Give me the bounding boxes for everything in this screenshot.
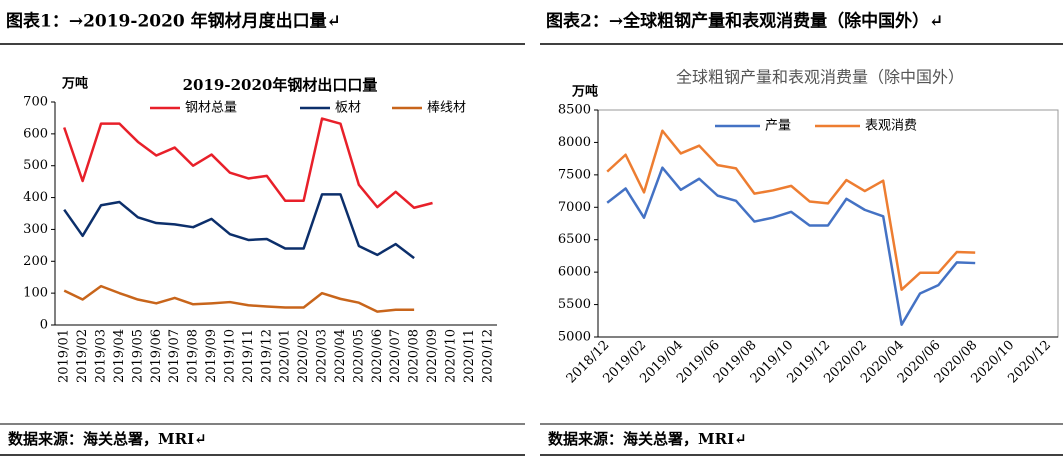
y-tick-label: 6000 bbox=[558, 265, 591, 280]
x-tick-label: 2020/02 bbox=[296, 329, 311, 383]
plot-area bbox=[55, 102, 497, 325]
y-tick-label: 5000 bbox=[558, 330, 591, 345]
y-tick-label: 500 bbox=[23, 158, 48, 173]
chart-title: 全球粗钢产量和表观消费量（除中国外） bbox=[676, 68, 964, 87]
y-tick-label: 6500 bbox=[558, 232, 591, 247]
x-tick-label: 2019/08 bbox=[186, 329, 201, 383]
x-tick-label: 2019/05 bbox=[130, 329, 145, 383]
y-tick-label: 700 bbox=[23, 95, 48, 110]
caption: 图表2：→全球粗钢产量和表观消费量（除中国外）↵ bbox=[546, 11, 943, 32]
legend-label: 板材 bbox=[335, 101, 361, 116]
source: 数据来源：海关总署，MRI↵ bbox=[548, 430, 747, 448]
x-tick-label: 2019/02 bbox=[75, 329, 90, 383]
x-tick-label: 2019/06 bbox=[149, 329, 164, 383]
x-tick-label: 2019/04 bbox=[112, 329, 127, 383]
x-tick-label: 2019/12 bbox=[259, 329, 274, 383]
caption: 图表1：→2019-2020 年钢材月度出口量↵ bbox=[6, 11, 341, 32]
legend-label: 钢材总量 bbox=[185, 101, 237, 116]
y-axis-label: 万吨 bbox=[571, 84, 598, 100]
x-tick-label: 2020/10 bbox=[443, 329, 458, 383]
y-tick-label: 7500 bbox=[558, 167, 591, 182]
y-axis-label: 万吨 bbox=[61, 76, 88, 92]
y-tick-label: 300 bbox=[23, 222, 48, 237]
y-tick-label: 5500 bbox=[558, 297, 591, 312]
x-tick-label: 2020/08 bbox=[407, 329, 422, 383]
x-tick-label: 2020/07 bbox=[388, 329, 403, 383]
line-series bbox=[606, 129, 976, 291]
x-tick-label: 2020/04 bbox=[333, 329, 348, 383]
x-tick-label: 2020/05 bbox=[351, 329, 366, 383]
y-tick-label: 200 bbox=[23, 254, 48, 269]
y-tick-label: 400 bbox=[23, 190, 48, 205]
x-tick-label: 2020/11 bbox=[462, 329, 477, 383]
x-tick-label: 2020/06 bbox=[370, 329, 385, 383]
x-tick-label: 2019/09 bbox=[204, 329, 219, 383]
source: 数据来源：海关总署，MRI↵ bbox=[8, 430, 207, 448]
y-tick-label: 7000 bbox=[558, 200, 591, 215]
line-series bbox=[63, 193, 415, 260]
x-tick-label: 2019/07 bbox=[167, 329, 182, 383]
y-tick-label: 100 bbox=[23, 286, 48, 301]
y-tick-label: 8500 bbox=[558, 103, 591, 118]
line-series bbox=[63, 284, 415, 313]
x-tick-label: 2019/11 bbox=[241, 329, 256, 383]
y-tick-label: 0 bbox=[40, 318, 48, 333]
chart-title: 2019-2020年钢材出口口量 bbox=[183, 76, 378, 94]
line-series bbox=[606, 166, 976, 326]
x-tick-label: 2020/12 bbox=[480, 329, 495, 383]
x-tick-label: 2020/01 bbox=[278, 329, 293, 383]
legend-label: 棒线材 bbox=[427, 101, 466, 116]
x-tick-label: 2020/03 bbox=[315, 329, 330, 383]
legend-label: 产量 bbox=[765, 119, 791, 134]
y-tick-label: 600 bbox=[23, 126, 48, 141]
x-tick-label: 2019/01 bbox=[57, 329, 72, 383]
x-tick-label: 2019/10 bbox=[222, 329, 237, 383]
x-tick-label: 2019/03 bbox=[94, 329, 109, 383]
y-tick-label: 8000 bbox=[558, 135, 591, 150]
line-series bbox=[63, 117, 433, 210]
legend-label: 表观消费 bbox=[865, 119, 917, 134]
x-tick-label: 2020/09 bbox=[425, 329, 440, 383]
